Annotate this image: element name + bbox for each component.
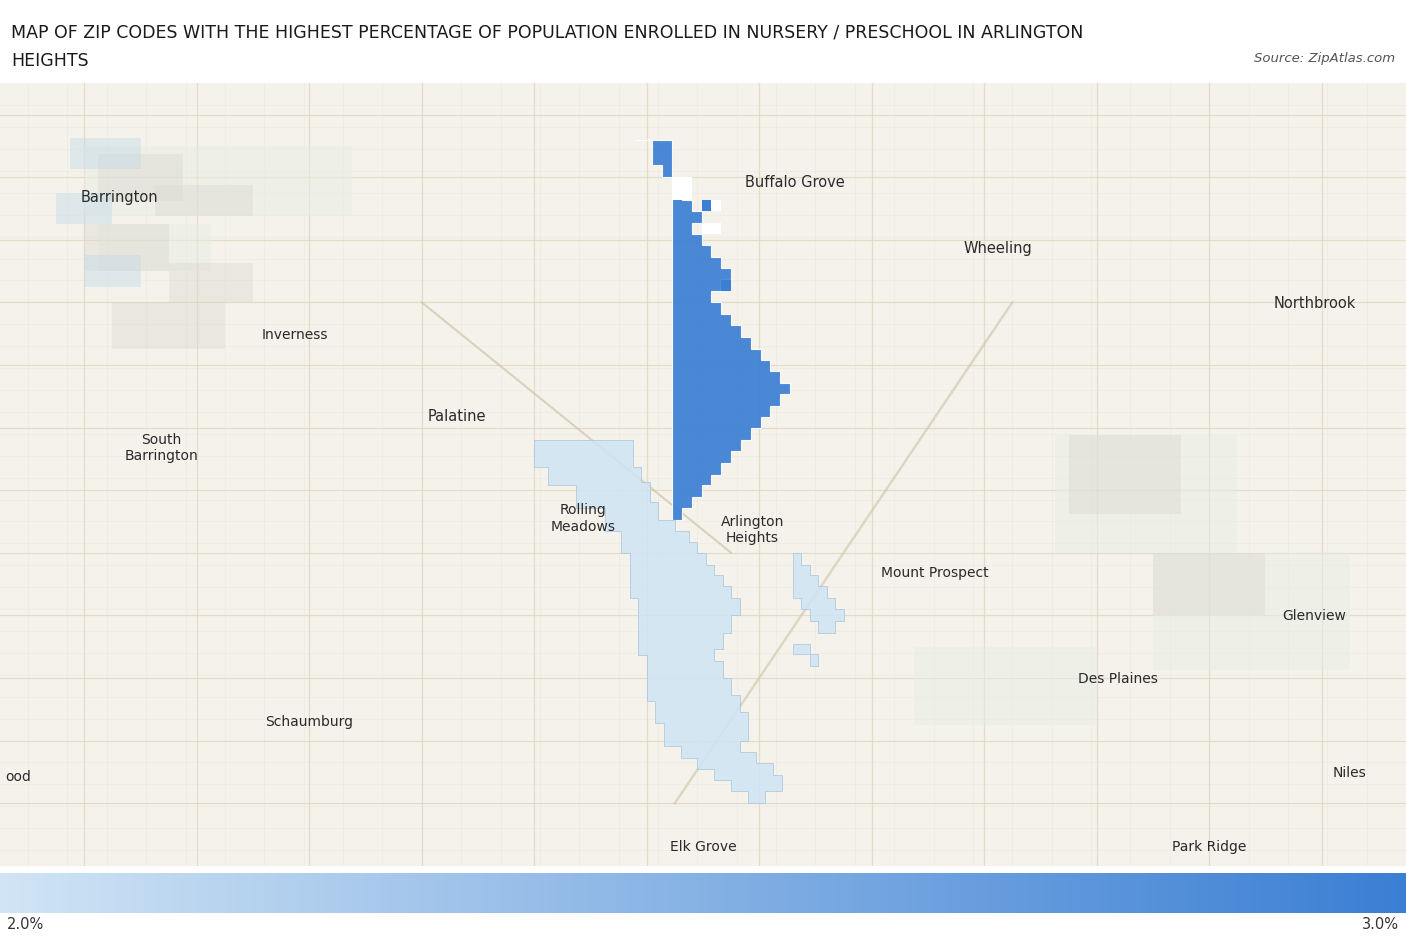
Text: Wheeling: Wheeling	[965, 241, 1032, 256]
Polygon shape	[1069, 436, 1181, 514]
Polygon shape	[1153, 553, 1350, 670]
Text: South
Barrington: South Barrington	[125, 432, 198, 462]
Text: Rolling
Meadows: Rolling Meadows	[551, 503, 616, 534]
Text: 2.0%: 2.0%	[7, 916, 44, 931]
Polygon shape	[1153, 553, 1265, 616]
Polygon shape	[534, 441, 782, 803]
Polygon shape	[84, 147, 352, 217]
Polygon shape	[702, 224, 721, 235]
Text: Barrington: Barrington	[80, 190, 159, 205]
Polygon shape	[84, 256, 141, 287]
Text: Palatine: Palatine	[427, 409, 486, 424]
Polygon shape	[702, 200, 711, 212]
Polygon shape	[721, 281, 731, 292]
Text: Des Plaines: Des Plaines	[1078, 671, 1157, 685]
Polygon shape	[702, 200, 721, 212]
Polygon shape	[793, 553, 844, 633]
Polygon shape	[70, 139, 141, 170]
Polygon shape	[914, 647, 1097, 725]
Text: Northbrook: Northbrook	[1274, 296, 1355, 311]
Text: Schaumburg: Schaumburg	[266, 714, 353, 728]
Polygon shape	[155, 186, 253, 217]
Text: Buffalo Grove: Buffalo Grove	[745, 174, 844, 189]
Polygon shape	[98, 225, 211, 271]
Text: Park Ridge: Park Ridge	[1173, 840, 1246, 854]
Polygon shape	[672, 178, 692, 200]
Text: Glenview: Glenview	[1282, 608, 1347, 622]
Text: MAP OF ZIP CODES WITH THE HIGHEST PERCENTAGE OF POPULATION ENROLLED IN NURSERY /: MAP OF ZIP CODES WITH THE HIGHEST PERCEN…	[11, 23, 1084, 41]
Polygon shape	[1054, 436, 1237, 553]
Text: Arlington
Heights: Arlington Heights	[720, 515, 785, 545]
Polygon shape	[56, 194, 112, 225]
Text: HEIGHTS: HEIGHTS	[11, 51, 89, 69]
Polygon shape	[98, 154, 183, 201]
Text: Source: ZipAtlas.com: Source: ZipAtlas.com	[1254, 51, 1395, 65]
Text: 3.0%: 3.0%	[1362, 916, 1399, 931]
Text: Elk Grove: Elk Grove	[669, 840, 737, 854]
Polygon shape	[112, 303, 225, 350]
Text: Niles: Niles	[1333, 765, 1367, 779]
Polygon shape	[169, 264, 253, 303]
Polygon shape	[636, 140, 790, 520]
Text: Mount Prospect: Mount Prospect	[882, 565, 988, 579]
Text: ood: ood	[6, 769, 31, 782]
Polygon shape	[84, 225, 169, 271]
Text: Inverness: Inverness	[262, 328, 329, 342]
Polygon shape	[793, 644, 818, 666]
